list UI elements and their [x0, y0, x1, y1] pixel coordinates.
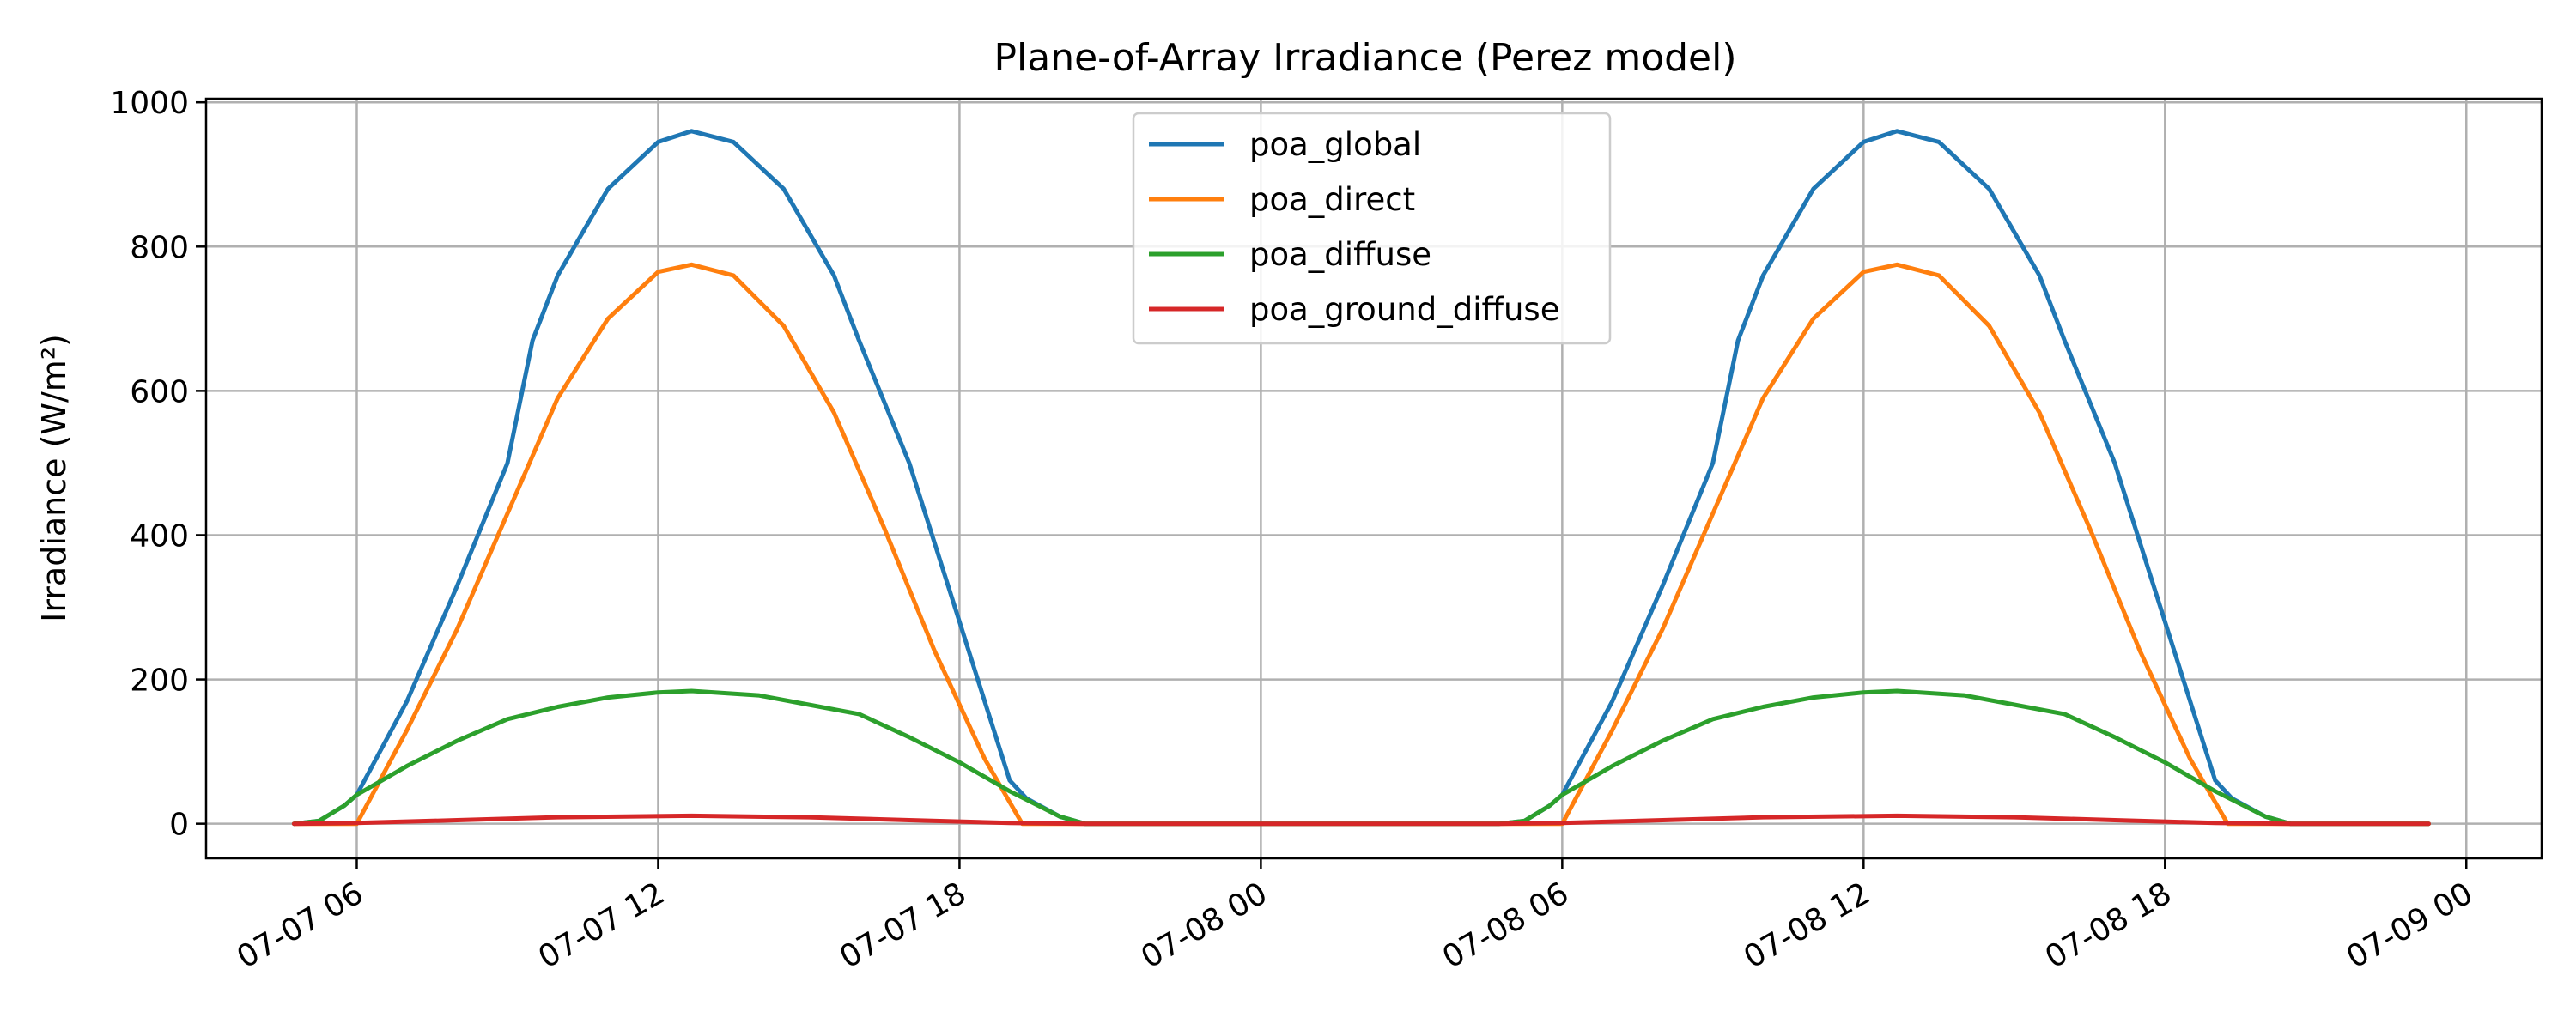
x-tick-label: 07-08 12 [1738, 876, 1876, 975]
y-axis-ticks: 0 200 400 600 800 1000 [110, 86, 206, 843]
x-tick-label: 07-09 00 [2341, 876, 2479, 975]
legend-label-poa-ground-diffuse: poa_ground_diffuse [1249, 291, 1559, 328]
legend-label-poa-direct: poa_direct [1249, 181, 1415, 218]
y-tick-label: 600 [130, 374, 189, 409]
legend-label-poa-diffuse: poa_diffuse [1249, 236, 1431, 273]
plot-frame [204, 97, 2543, 860]
series-line-poa-diffuse [291, 688, 2431, 827]
series-lines [291, 129, 2431, 827]
y-tick-label: 0 [169, 808, 189, 843]
x-tick-label: 07-07 18 [834, 876, 972, 975]
x-tick-label: 07-07 06 [231, 876, 369, 975]
y-tick-label: 1000 [110, 86, 189, 121]
series-line-poa-ground-diffuse [291, 813, 2431, 827]
chart-title: Plane-of-Array Irradiance (Perez model) [993, 36, 1736, 80]
y-axis-label: Irradiance (W/m²) [35, 334, 73, 622]
y-tick-label: 400 [130, 518, 189, 554]
legend-label-poa-global: poa_global [1249, 126, 1421, 163]
x-tick-label: 07-08 06 [1437, 876, 1575, 975]
x-tick-label: 07-08 18 [2039, 876, 2178, 975]
x-tick-label: 07-08 00 [1135, 876, 1273, 975]
x-axis-ticks: 07-07 06 07-07 12 07-07 18 07-08 00 07-08 06… [231, 858, 2479, 976]
series-line-poa-direct [291, 262, 2431, 827]
x-tick-label: 07-07 12 [532, 876, 671, 975]
y-tick-label: 800 [130, 230, 189, 265]
y-tick-label: 200 [130, 663, 189, 699]
chart-legend: poa_global poa_direct poa_diffuse poa_groun… [1132, 112, 1612, 345]
legend-box [1132, 112, 1612, 345]
